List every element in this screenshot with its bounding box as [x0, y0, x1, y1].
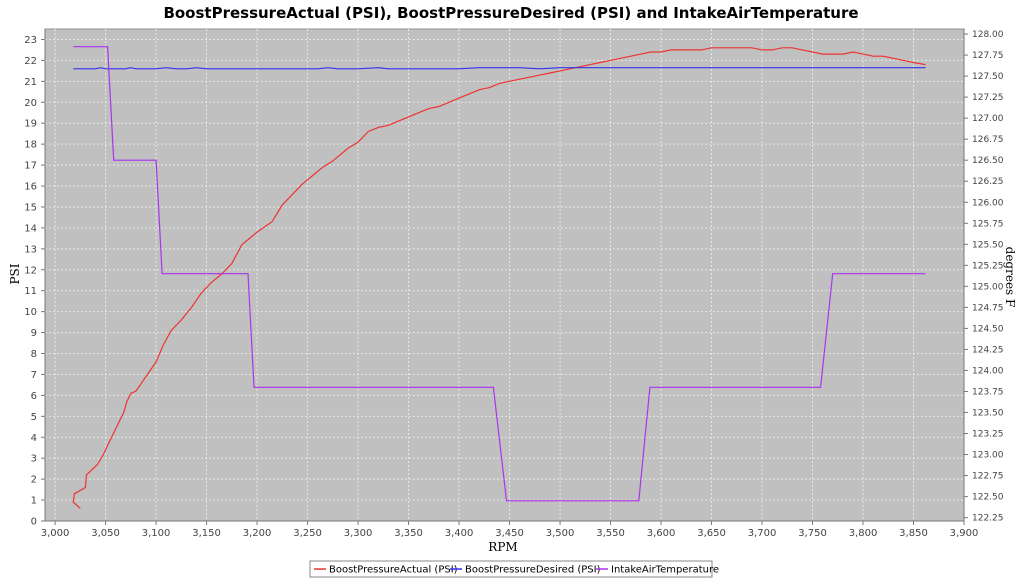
y2-tick-label: 127.00: [972, 114, 1004, 124]
y-tick-label: 12: [24, 265, 37, 276]
y2-tick-label: 126.75: [972, 135, 1004, 145]
x-tick-label: 3,400: [445, 528, 474, 539]
y2-tick-label: 124.75: [972, 303, 1004, 313]
x-tick-label: 3,800: [849, 528, 878, 539]
y-tick-label: 6: [31, 391, 37, 402]
x-tick-label: 3,150: [192, 528, 221, 539]
series-line-boostpressureactual-psi: [72, 47, 926, 509]
y2-tick-label: 124.25: [972, 345, 1004, 355]
x-tick-label: 3,550: [596, 528, 625, 539]
series-line-boostpressuredesired-psi: [73, 67, 926, 70]
legend-box: [309, 560, 713, 578]
x-axis: 3,000 3,050 3,100 3,150 3,200 3,250 3,300 3,350…: [41, 520, 979, 539]
y-tick-label: 16: [24, 182, 37, 193]
y2-tick-label: 125.75: [972, 219, 1004, 229]
y-tick-label: 13: [24, 244, 37, 255]
y2-tick-label: 125.25: [972, 261, 1004, 271]
series-lines: [72, 46, 926, 509]
y2-tick-label: 127.50: [972, 72, 1004, 82]
x-tick-label: 3,050: [91, 528, 120, 539]
x-tick-label: 3,350: [394, 528, 423, 539]
y-tick-label: 21: [24, 77, 37, 88]
y2-tick-label: 125.00: [972, 282, 1004, 292]
x-tick-label: 3,500: [546, 528, 575, 539]
y2-tick-label: 123.00: [972, 451, 1004, 461]
y-tick-label: 10: [24, 307, 37, 318]
x-tick-label: 3,250: [293, 528, 322, 539]
series-line-intakeairtemperature: [73, 46, 926, 502]
x-tick-label: 3,700: [748, 528, 777, 539]
y-tick-label: 1: [31, 496, 37, 507]
y-tick-label: 14: [24, 223, 37, 234]
y-tick-label: 23: [24, 35, 37, 46]
y-tick-label: 7: [31, 370, 37, 381]
y-axis-right: 122.25 122.50 122.75 123.00 123.25 123.50 123.…: [963, 29, 1004, 524]
y-tick-label: 9: [31, 328, 37, 339]
x-tick-label: 3,450: [495, 528, 524, 539]
y-tick-label: 19: [24, 119, 37, 130]
y2-tick-label: 122.75: [972, 472, 1004, 482]
y2-tick-label: 127.25: [972, 93, 1004, 103]
y2-tick-label: 122.50: [972, 493, 1004, 503]
x-tick-label: 3,200: [243, 528, 272, 539]
y2-tick-label: 126.50: [972, 156, 1004, 166]
y2-tick-label: 124.50: [972, 324, 1004, 334]
y-tick-label: 4: [31, 433, 37, 444]
x-tick-label: 3,850: [899, 528, 928, 539]
y-tick-label: 22: [24, 56, 37, 67]
x-tick-label: 3,000: [41, 528, 70, 539]
y-tick-label: 11: [24, 286, 37, 297]
y-tick-label: 2: [31, 475, 37, 486]
x-tick-label: 3,750: [798, 528, 827, 539]
y2-tick-label: 123.25: [972, 430, 1004, 440]
y-tick-label: 17: [24, 161, 37, 172]
y-tick-label: 5: [31, 412, 37, 423]
legend-label: BoostPressureDesired (PSI): [465, 565, 601, 576]
y2-tick-label: 126.25: [972, 177, 1004, 187]
y2-tick-label: 124.00: [972, 366, 1004, 376]
y-tick-label: 18: [24, 140, 37, 151]
x-tick-label: 3,300: [344, 528, 373, 539]
y2-tick-label: 125.50: [972, 240, 1004, 250]
y-tick-label: 20: [24, 98, 37, 109]
y-tick-label: 3: [31, 454, 37, 465]
y2-axis-label: degrees F: [1003, 247, 1017, 308]
y2-tick-label: 127.75: [972, 51, 1004, 61]
y2-tick-label: 122.25: [972, 514, 1004, 524]
chart-title: BoostPressureActual (PSI), BoostPressure…: [163, 4, 858, 22]
legend-label: BoostPressureActual (PSI): [329, 565, 458, 576]
x-tick-label: 3,900: [950, 528, 979, 539]
plot-area: [44, 28, 965, 522]
x-tick-label: 3,650: [697, 528, 726, 539]
y-tick-label: 8: [31, 349, 37, 360]
legend-label: IntakeAirTemperature: [611, 565, 719, 576]
y-axis-label: PSI: [8, 263, 22, 284]
x-tick-label: 3,600: [647, 528, 676, 539]
y2-tick-label: 128.00: [972, 30, 1004, 40]
legend: BoostPressureActual (PSI) BoostPressureDe…: [309, 560, 719, 578]
x-axis-label: RPM: [488, 540, 517, 554]
y-tick-label: 0: [31, 517, 37, 528]
y2-tick-label: 123.75: [972, 387, 1004, 397]
grid-lines: [45, 29, 965, 522]
y-tick-label: 15: [24, 202, 37, 213]
x-tick-label: 3,100: [142, 528, 171, 539]
y2-tick-label: 123.50: [972, 409, 1004, 419]
y2-tick-label: 126.00: [972, 198, 1004, 208]
